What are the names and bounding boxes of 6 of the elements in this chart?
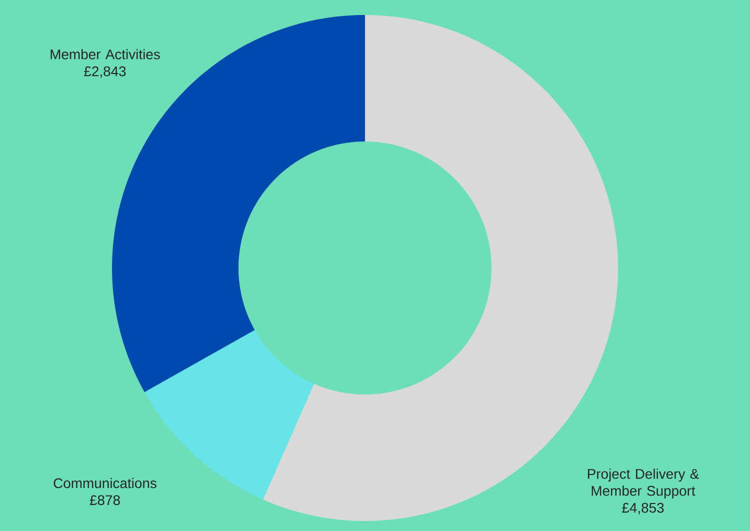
slice-label: Member Activities (50, 49, 160, 60)
slice-label: Project Delivery & Member Support (588, 468, 699, 499)
data-label: £4,853 (622, 502, 664, 514)
data-label: £878 (90, 495, 120, 506)
data-label: £2,843 (84, 66, 126, 78)
slice-label: Communications (54, 478, 156, 488)
